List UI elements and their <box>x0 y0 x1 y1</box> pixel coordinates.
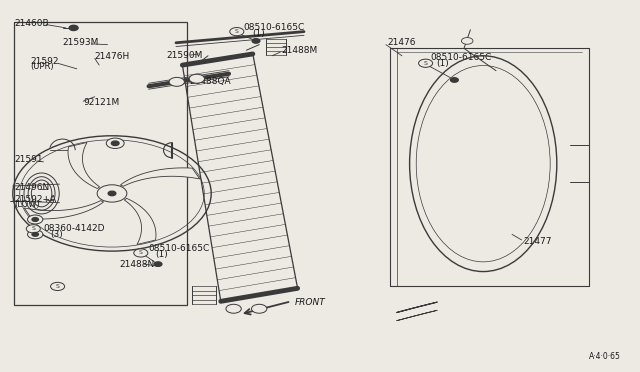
Circle shape <box>189 74 205 83</box>
Circle shape <box>106 138 124 148</box>
Polygon shape <box>24 201 104 219</box>
Text: 92121M: 92121M <box>83 98 120 107</box>
Bar <box>14 22 187 305</box>
Circle shape <box>26 225 40 233</box>
Text: 21488QA: 21488QA <box>189 77 231 86</box>
Text: 08360-4142D: 08360-4142D <box>44 224 105 233</box>
Text: (UPR): (UPR) <box>31 62 54 71</box>
Text: 21476H: 21476H <box>95 52 130 61</box>
Text: A·4·0·65: A·4·0·65 <box>589 352 621 361</box>
Text: 08510-6165C: 08510-6165C <box>148 244 210 253</box>
Text: (LOW): (LOW) <box>14 200 40 209</box>
Text: 21496N: 21496N <box>14 183 49 192</box>
Circle shape <box>461 38 473 44</box>
Circle shape <box>134 249 148 257</box>
Text: 21592+A: 21592+A <box>14 195 56 203</box>
Circle shape <box>154 262 162 266</box>
Text: 21488M: 21488M <box>282 46 318 55</box>
Text: 21593M: 21593M <box>63 38 99 47</box>
Text: 21477: 21477 <box>523 237 552 246</box>
Text: 21590M: 21590M <box>166 51 203 60</box>
Text: S: S <box>56 284 60 289</box>
Text: 08510-6165C: 08510-6165C <box>243 23 305 32</box>
Text: 21488N: 21488N <box>120 260 155 269</box>
Polygon shape <box>120 168 200 186</box>
Circle shape <box>97 185 127 202</box>
Text: (1): (1) <box>436 59 449 68</box>
Circle shape <box>252 39 260 43</box>
Polygon shape <box>68 142 100 189</box>
Text: (3): (3) <box>50 230 63 239</box>
Text: 08510-6165C: 08510-6165C <box>430 53 492 62</box>
Circle shape <box>32 232 38 236</box>
Text: FRONT: FRONT <box>294 298 325 307</box>
Circle shape <box>226 304 241 313</box>
Text: (1): (1) <box>155 250 168 259</box>
Text: S: S <box>424 61 428 66</box>
Circle shape <box>108 191 116 196</box>
Circle shape <box>28 230 43 239</box>
Text: S: S <box>235 29 239 34</box>
Circle shape <box>419 59 433 67</box>
Circle shape <box>252 304 267 313</box>
Polygon shape <box>124 198 156 244</box>
Circle shape <box>230 28 244 36</box>
Text: S: S <box>31 226 35 231</box>
Text: 21591: 21591 <box>14 155 43 164</box>
Circle shape <box>169 77 184 86</box>
Circle shape <box>32 218 38 221</box>
Text: 21460B: 21460B <box>14 19 49 28</box>
Text: 21476: 21476 <box>387 38 416 47</box>
Text: S: S <box>139 250 143 256</box>
Circle shape <box>69 25 78 31</box>
Text: 21592: 21592 <box>31 57 60 66</box>
Circle shape <box>451 78 458 82</box>
Circle shape <box>28 215 43 224</box>
Circle shape <box>51 282 65 291</box>
Text: (1): (1) <box>252 29 265 38</box>
Circle shape <box>111 141 119 145</box>
